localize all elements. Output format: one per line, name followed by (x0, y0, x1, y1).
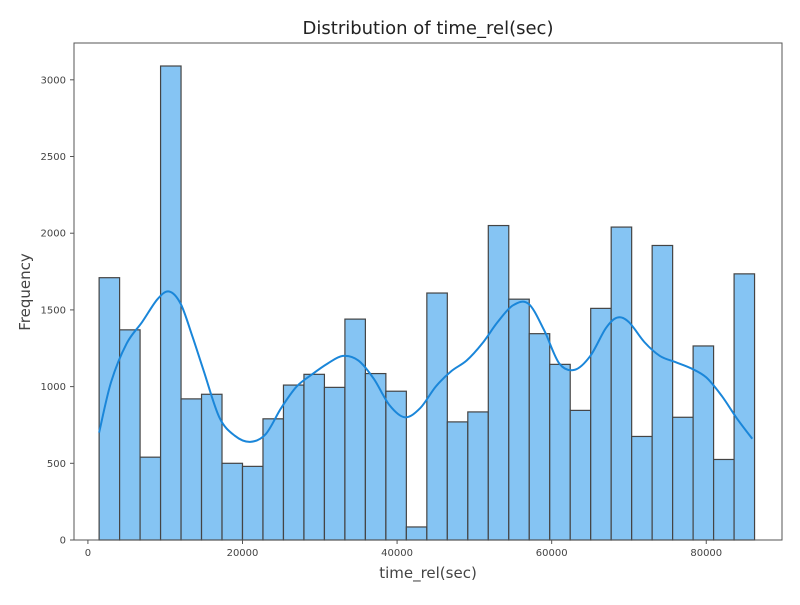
x-tick-label: 0 (85, 548, 91, 559)
x-tick-label: 80000 (690, 548, 722, 559)
histogram-bar-3 (159, 65, 182, 541)
histogram-bar-7 (241, 465, 264, 541)
y-tick-label: 500 (47, 459, 66, 470)
histogram-bar-16 (426, 292, 448, 541)
histogram-bar-9 (282, 384, 305, 541)
axes-group: 0 20000 40000 60000 80000 0 500 1000 1500 2000 250… (41, 75, 723, 559)
histogram-bar-10 (303, 373, 326, 541)
kde-line (98, 290, 754, 443)
y-axis-label: Frequency (16, 253, 34, 331)
x-tick-label: 20000 (227, 548, 259, 559)
y-tick-label: 1500 (41, 305, 66, 316)
histogram-bar-26 (631, 435, 653, 541)
histogram-bar-27 (651, 244, 674, 541)
y-tick-label: 1000 (41, 382, 66, 393)
histogram-bar-1 (118, 329, 141, 541)
histogram-bar-17 (446, 421, 469, 541)
y-tick-label: 0 (60, 536, 66, 547)
y-tick-label: 2500 (41, 152, 66, 163)
histogram-bar-19 (487, 224, 510, 541)
x-axis-label: time_rel(sec) (379, 564, 477, 583)
histogram-bar-23 (569, 409, 592, 541)
kde-group (98, 290, 754, 443)
histogram-bar-20 (508, 298, 530, 541)
histogram-bar-18 (467, 411, 489, 541)
histogram-bar-12 (344, 318, 366, 541)
histogram-bar-30 (712, 458, 735, 541)
y-tick-label: 3000 (41, 75, 66, 86)
histogram-bar-13 (364, 372, 387, 541)
histogram-bar-28 (672, 416, 694, 541)
chart-title: Distribution of time_rel(sec) (303, 18, 554, 39)
histogram-bar-2 (139, 456, 162, 541)
histogram-bar-21 (528, 333, 551, 541)
plot-frame (73, 42, 783, 541)
histogram-bar-31 (733, 273, 756, 541)
histogram-bar-8 (262, 418, 285, 541)
histogram-bar-11 (323, 386, 346, 541)
histogram-bar-25 (610, 226, 633, 541)
y-tick-label: 2000 (41, 229, 66, 240)
histogram-bar-0 (98, 277, 121, 541)
histogram-bar-15 (405, 526, 428, 541)
histogram-bar-6 (221, 462, 244, 541)
x-tick-label: 60000 (536, 548, 568, 559)
x-tick-label: 40000 (381, 548, 413, 559)
histogram-bar-22 (549, 363, 571, 541)
histogram-bar-24 (590, 307, 612, 541)
histogram-bar-4 (180, 398, 203, 541)
bars-group (98, 65, 756, 541)
